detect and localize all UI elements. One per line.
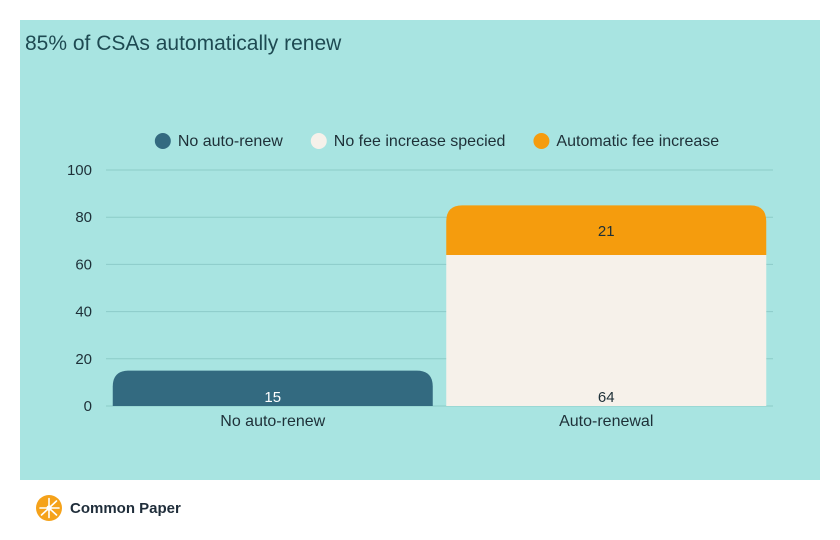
y-tick-label: 0 — [84, 398, 92, 415]
bar-segment — [446, 205, 767, 255]
y-axis-ticks: 0 20 40 60 80 100 — [67, 162, 92, 415]
legend-swatch — [533, 133, 550, 149]
y-tick-label: 60 — [75, 256, 92, 273]
legend-item: No auto-renew — [154, 133, 283, 150]
legend-swatch — [310, 133, 327, 149]
y-tick-label: 80 — [75, 209, 92, 226]
y-tick-label: 20 — [75, 351, 92, 368]
data-label: 15 — [264, 389, 281, 406]
x-axis-ticks: No auto-renew Auto-renewal — [220, 413, 653, 430]
bar-segment — [446, 254, 767, 406]
bars — [112, 205, 767, 406]
bar-segment — [112, 370, 433, 406]
data-labels: 15 64 21 — [264, 223, 614, 406]
data-label: 21 — [598, 223, 615, 240]
legend-label: Automatic fee increase — [556, 133, 719, 150]
brand-name: Common Paper — [70, 499, 181, 517]
legend-item: No fee increase specied — [310, 133, 506, 150]
x-tick-label: Auto-renewal — [559, 413, 653, 430]
brand: Common Paper — [36, 495, 181, 521]
legend-item: Automatic fee increase — [533, 133, 719, 150]
y-tick-label: 40 — [75, 304, 92, 321]
chart-title: 85% of CSAs automatically renew — [25, 32, 342, 55]
data-label: 64 — [598, 389, 615, 406]
legend-swatch — [154, 133, 171, 149]
sunburst-logo-icon — [36, 495, 62, 521]
y-tick-label: 100 — [67, 162, 92, 179]
legend-label: No auto-renew — [178, 133, 283, 150]
legend: No auto-renew No fee increase specied Auto… — [154, 133, 719, 150]
x-tick-label: No auto-renew — [220, 413, 325, 430]
bar-chart: 0 20 40 60 80 100 15 64 21 No auto-renew Auto-re… — [67, 133, 773, 430]
legend-label: No fee increase specied — [334, 133, 506, 150]
